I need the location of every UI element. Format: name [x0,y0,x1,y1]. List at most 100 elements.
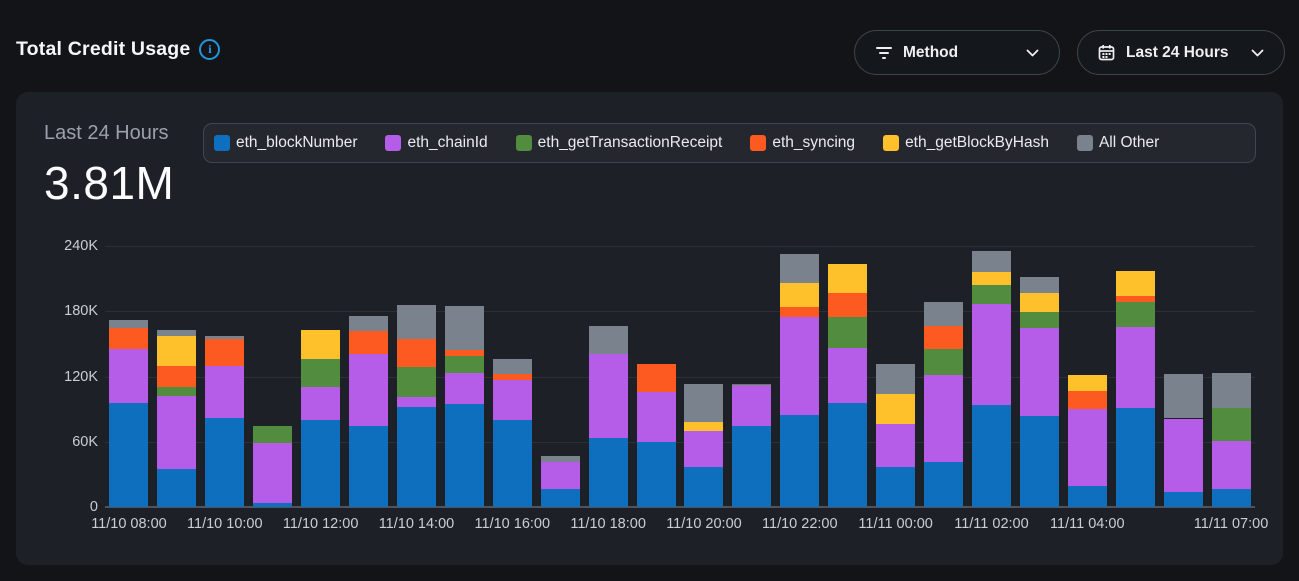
legend-item[interactable]: eth_syncing [750,134,855,152]
bar-segment[interactable] [396,406,436,507]
bar-segment[interactable] [1067,486,1107,507]
bar-segment[interactable] [1019,277,1059,294]
bar-segment[interactable] [301,386,341,420]
bar-segment[interactable] [444,349,484,356]
bar-segment[interactable] [924,461,964,507]
bar-segment[interactable] [1067,390,1107,410]
bar-segment[interactable] [301,359,341,387]
bar-segment[interactable] [876,363,916,394]
bar-segment[interactable] [971,304,1011,406]
bar-segment[interactable] [1163,492,1203,507]
bar-segment[interactable] [732,426,772,507]
bar-segment[interactable] [780,282,820,307]
bar-segment[interactable] [1211,372,1251,408]
bar-segment[interactable] [492,373,532,381]
bar-segment[interactable] [349,425,389,507]
bar-segment[interactable] [492,358,532,374]
bar-segment[interactable] [828,263,868,293]
bar-segment[interactable] [684,430,724,468]
bar-segment[interactable] [396,396,436,407]
bar-segment[interactable] [1115,408,1155,507]
bar-segment[interactable] [588,326,628,355]
bar-segment[interactable] [349,331,389,354]
bar-segment[interactable] [157,396,197,469]
bar-segment[interactable] [1019,293,1059,313]
date-range-button[interactable]: Last 24 Hours [1077,30,1285,75]
bar-segment[interactable] [540,462,580,489]
bar-segment[interactable] [780,316,820,415]
legend-item[interactable]: eth_blockNumber [214,134,357,152]
bar-segment[interactable] [1115,327,1155,409]
bar-segment[interactable] [1211,488,1251,507]
bar-segment[interactable] [396,338,436,367]
bar-segment[interactable] [1115,271,1155,297]
bar-segment[interactable] [732,383,772,385]
bar-segment[interactable] [109,349,149,404]
bar-segment[interactable] [1115,302,1155,328]
bar-segment[interactable] [157,366,197,387]
bar-segment[interactable] [349,353,389,426]
bar-segment[interactable] [157,336,197,367]
bar-segment[interactable] [301,330,341,360]
bar-segment[interactable] [396,304,436,339]
bar-segment[interactable] [444,355,484,373]
bar-segment[interactable] [1067,375,1107,391]
bar-segment[interactable] [157,386,197,397]
bar-segment[interactable] [205,365,245,419]
legend-item[interactable]: eth_chainId [385,134,488,152]
bar-segment[interactable] [684,422,724,431]
bar-segment[interactable] [444,404,484,507]
info-icon[interactable]: i [199,39,221,60]
bar-segment[interactable] [109,319,149,328]
bar-segment[interactable] [1019,327,1059,416]
bar-segment[interactable] [636,441,676,507]
bar-segment[interactable] [684,467,724,507]
bar-segment[interactable] [1211,440,1251,489]
bar-segment[interactable] [636,364,676,392]
bar-segment[interactable] [444,372,484,405]
bar-segment[interactable] [205,336,245,340]
bar-segment[interactable] [971,250,1011,272]
bar-segment[interactable] [636,391,676,442]
bar-segment[interactable] [876,423,916,467]
bar-segment[interactable] [444,305,484,350]
bar-segment[interactable] [349,316,389,332]
bar-segment[interactable] [253,442,293,503]
bar-segment[interactable] [924,326,964,349]
bar-segment[interactable] [157,468,197,507]
legend-item[interactable]: All Other [1076,134,1159,152]
bar-segment[interactable] [1067,409,1107,487]
bar-segment[interactable] [588,438,628,507]
bar-segment[interactable] [1163,418,1203,493]
bar-segment[interactable] [588,354,628,439]
legend-item[interactable]: eth_getTransactionReceipt [515,134,722,152]
bar-segment[interactable] [732,385,772,427]
bar-segment[interactable] [971,405,1011,507]
bar-segment[interactable] [540,488,580,507]
bar-segment[interactable] [780,254,820,283]
bar-segment[interactable] [109,403,149,507]
bar-segment[interactable] [492,419,532,507]
bar-segment[interactable] [924,348,964,376]
method-filter-button[interactable]: Method [854,30,1060,75]
bar-segment[interactable] [109,327,149,350]
bar-segment[interactable] [1115,296,1155,303]
bar-segment[interactable] [1163,374,1203,419]
bar-segment[interactable] [876,466,916,507]
bar-segment[interactable] [780,414,820,507]
bar-segment[interactable] [971,284,1011,305]
legend-item[interactable]: eth_getBlockByHash [883,134,1049,152]
bar-segment[interactable] [205,418,245,507]
bar-segment[interactable] [828,348,868,404]
bar-segment[interactable] [205,339,245,366]
bar-segment[interactable] [828,316,868,349]
bar-segment[interactable] [1019,312,1059,328]
bar-segment[interactable] [253,502,293,507]
bar-segment[interactable] [1019,415,1059,507]
bar-segment[interactable] [253,425,293,443]
bar-segment[interactable] [971,271,1011,285]
bar-segment[interactable] [876,393,916,424]
bar-segment[interactable] [828,403,868,507]
bar-segment[interactable] [924,302,964,327]
bar-segment[interactable] [396,366,436,397]
